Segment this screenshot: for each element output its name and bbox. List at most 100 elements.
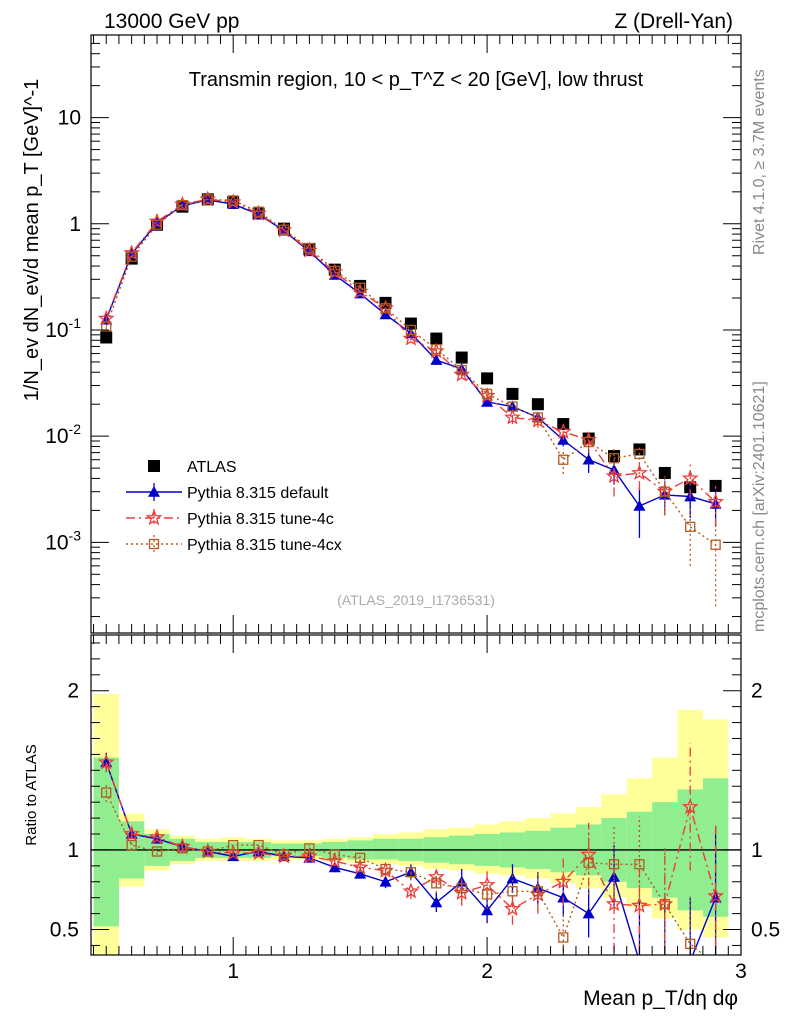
ratio-point	[481, 904, 494, 916]
data-point	[481, 395, 494, 407]
data-point	[228, 195, 239, 206]
legend: ATLAS Pythia 8.315 default Pythia 8.315 tu…	[126, 459, 342, 554]
ratio-point	[224, 844, 242, 861]
data-point	[481, 372, 494, 385]
ratio-point	[506, 872, 519, 884]
ratio-point	[456, 882, 467, 894]
ratio-point	[278, 849, 290, 860]
ratio-point	[507, 886, 518, 897]
ratio-y-axis-label: Ratio to ATLAS	[23, 744, 40, 845]
data-point	[558, 454, 569, 465]
data-point	[456, 364, 467, 376]
ratio-point	[608, 870, 621, 882]
main-panel: 10-3 10-2 10-1 1 10 Transmin region, 10 < p_…	[21, 34, 742, 634]
ratio-y-tick-label: 1	[67, 839, 79, 862]
ratio-point	[684, 955, 696, 966]
ratio-point	[608, 859, 620, 870]
ratio-point	[711, 960, 720, 969]
data-point	[634, 448, 645, 460]
ratio-point	[681, 798, 699, 815]
ratio-y-tick-label-right: 1	[751, 839, 763, 862]
ratio-point	[253, 839, 264, 851]
series-atlas	[100, 193, 722, 494]
ratio-y-tick-label: 2	[67, 680, 79, 703]
ratio-point	[430, 896, 443, 908]
ratio-point	[631, 896, 648, 913]
data-point	[329, 265, 340, 277]
data-point	[455, 351, 468, 364]
data-point	[151, 219, 163, 230]
ratio-y-tick-label-right: 0.5	[751, 919, 780, 942]
ratio-point	[633, 955, 645, 966]
ratio-point	[532, 886, 544, 897]
legend-marker	[148, 486, 160, 497]
data-point	[658, 466, 671, 479]
uncertainty-band-inner	[372, 838, 399, 860]
legend-marker	[148, 538, 160, 550]
legend-label: Pythia 8.315 default	[187, 485, 329, 502]
ratio-point	[554, 873, 572, 889]
ratio-point	[148, 828, 166, 845]
data-point	[532, 412, 544, 423]
ratio-point	[379, 875, 392, 887]
ratio-point	[354, 852, 366, 864]
ratio-point	[504, 899, 521, 916]
uncertainty-band-inner	[93, 757, 119, 927]
collision-energy-label: 13000 GeV pp	[104, 10, 239, 33]
legend-label: ATLAS	[187, 459, 237, 476]
ratio-point	[582, 907, 595, 919]
main-frame	[90, 34, 742, 634]
x-tick-label: 1	[227, 960, 239, 983]
x-tick-label: 2	[481, 960, 493, 983]
ratio-y-tick-label-right: 2	[751, 680, 763, 703]
data-point	[633, 499, 646, 511]
series-line	[105, 198, 717, 546]
ratio-point	[405, 867, 417, 878]
ratio-point	[97, 753, 115, 770]
main-title: Transmin region, 10 < p_T^Z < 20 [GeV], …	[189, 69, 644, 91]
data-point	[608, 453, 620, 464]
ratio-point	[300, 847, 318, 864]
legend-entry: Pythia 8.315 tune-4cx	[126, 535, 342, 554]
legend-marker	[145, 509, 163, 526]
ratio-series-pythia-8-315-tune-4cx	[101, 783, 720, 969]
data-point	[554, 423, 572, 439]
ratio-point	[151, 846, 163, 857]
data-point	[710, 539, 721, 550]
ratio-y-tick-label: 0.5	[50, 919, 79, 942]
data-point	[685, 521, 696, 532]
legend-entry: ATLAS	[148, 459, 237, 476]
data-point	[631, 464, 648, 481]
main-y-tick-label: 10-3	[45, 527, 81, 554]
data-point	[707, 493, 724, 510]
process-label: Z (Drell-Yan)	[614, 10, 733, 33]
data-point	[404, 317, 417, 330]
legend-marker	[148, 460, 160, 472]
ratio-point	[328, 861, 341, 873]
rivet-version-label: Rivet 4.1.0, ≥ 3.7M events	[751, 69, 768, 255]
mcplots-label: mcplots.cern.ch [arXiv:2401.10621]	[751, 381, 768, 632]
data-point	[659, 486, 670, 497]
ratio-point	[123, 825, 141, 842]
ratio-point	[707, 887, 725, 904]
main-y-tick-label: 10-2	[45, 421, 81, 448]
ratio-line	[105, 792, 705, 955]
main-y-tick-label: 1	[69, 213, 81, 236]
legend-label: Pythia 8.315 tune-4c	[187, 511, 334, 528]
data-point	[504, 408, 521, 425]
data-point	[101, 321, 112, 332]
data-point	[354, 282, 366, 293]
ratio-point	[634, 859, 645, 870]
data-point	[481, 388, 493, 400]
ratio-frame	[90, 634, 742, 956]
ratio-point	[351, 858, 369, 875]
ratio-point	[354, 867, 367, 879]
data-point	[430, 332, 443, 345]
data-point	[402, 329, 420, 346]
ratio-point	[431, 878, 442, 889]
series-pythia-8-315-tune-4cx	[101, 194, 721, 607]
legend-entry: Pythia 8.315 tune-4c	[126, 509, 334, 528]
data-point	[681, 469, 699, 486]
data-point	[605, 467, 623, 484]
data-point	[582, 453, 595, 465]
